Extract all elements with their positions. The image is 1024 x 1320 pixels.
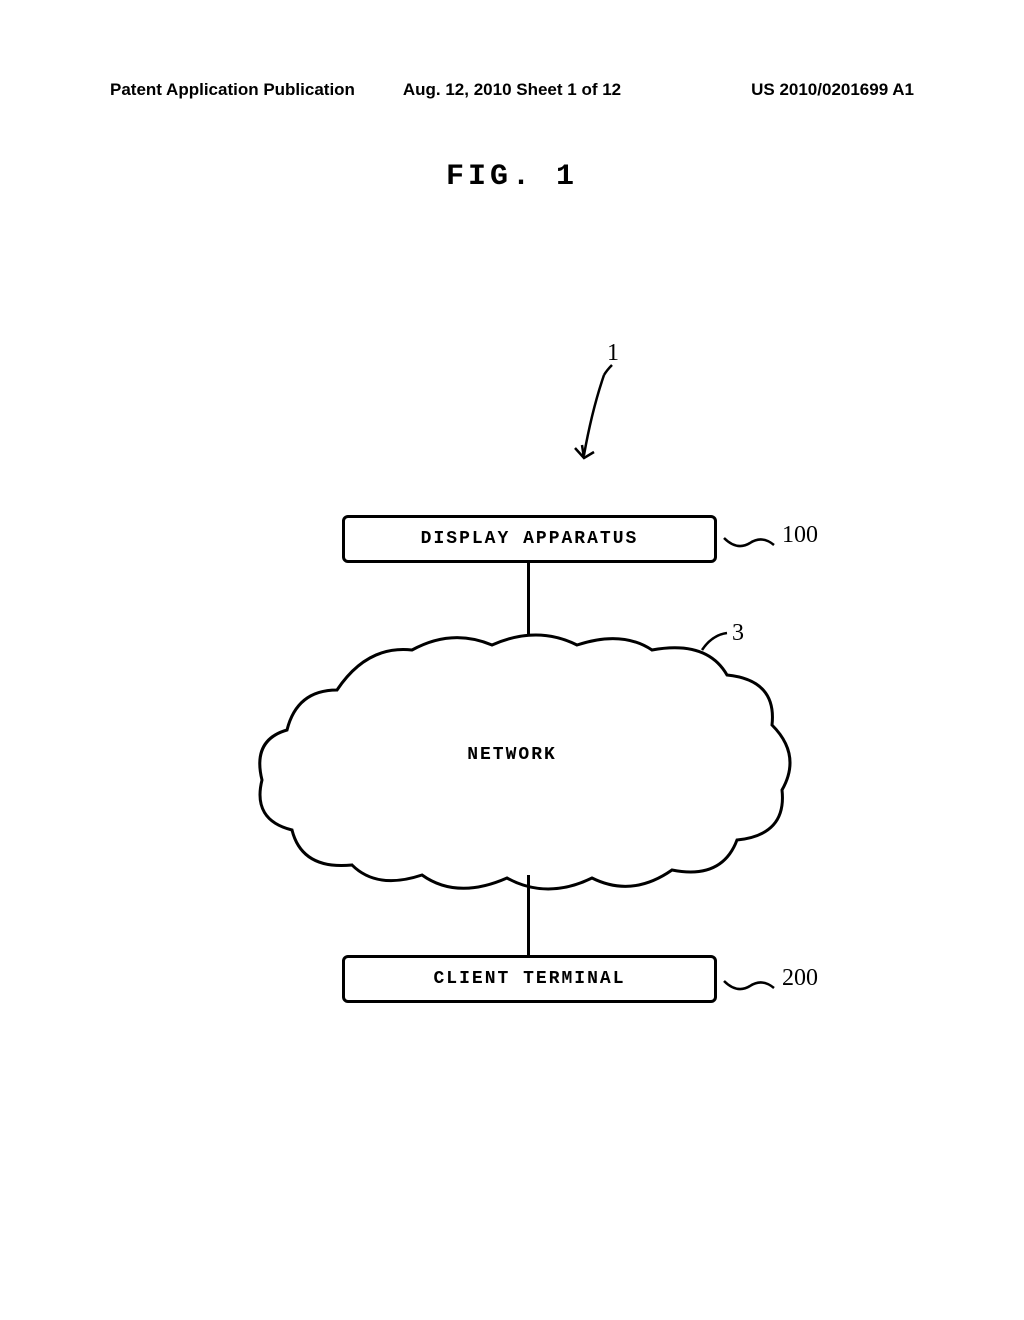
display-apparatus-label: DISPLAY APPARATUS — [421, 529, 639, 549]
header-publication-type: Patent Application Publication — [110, 80, 378, 100]
network-label: NETWORK — [467, 745, 557, 765]
display-apparatus-ref: 100 — [782, 522, 818, 549]
network-ref: 3 — [732, 620, 744, 647]
client-terminal-label: CLIENT TERMINAL — [433, 969, 625, 989]
system-diagram: 1 DISPLAY APPARATUS 100 NETWORK 3 CLIENT… — [202, 340, 822, 1040]
connection-line-bottom — [527, 875, 530, 955]
reference-connector-icon — [697, 630, 737, 655]
client-terminal-box: CLIENT TERMINAL — [342, 955, 717, 1003]
client-terminal-ref: 200 — [782, 965, 818, 992]
header-date-sheet: Aug. 12, 2010 Sheet 1 of 12 — [378, 80, 646, 100]
reference-connector-icon — [722, 533, 777, 553]
reference-connector-icon — [722, 976, 777, 996]
header-publication-number: US 2010/0201699 A1 — [646, 80, 914, 100]
display-apparatus-box: DISPLAY APPARATUS — [342, 515, 717, 563]
page-header: Patent Application Publication Aug. 12, … — [0, 80, 1024, 100]
figure-title: FIG. 1 — [446, 160, 578, 194]
reference-arrow-icon — [572, 360, 632, 490]
